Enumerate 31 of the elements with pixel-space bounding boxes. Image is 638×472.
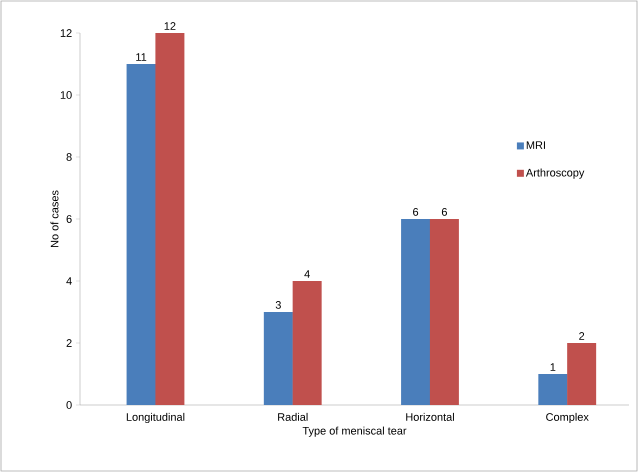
legend-label: Arthroscopy <box>526 168 584 179</box>
data-label: 6 <box>413 208 418 216</box>
bar <box>126 64 156 405</box>
x-tick-label: Complex <box>546 412 589 424</box>
data-label: 1 <box>550 363 556 371</box>
bar <box>155 32 184 405</box>
legend-label: MRI <box>526 141 545 149</box>
bar <box>292 281 322 405</box>
x-tick-label: Radial <box>278 412 308 421</box>
y-tick-label: 2 <box>66 339 72 347</box>
x-tick-label: Longitudinal <box>126 412 184 424</box>
data-label: 3 <box>276 301 281 309</box>
y-tick-label: 6 <box>66 215 72 223</box>
y-axis-title: No of cases <box>50 190 58 248</box>
y-tick-label: 10 <box>60 91 72 99</box>
data-label: 11 <box>136 53 146 61</box>
bar <box>538 374 568 405</box>
data-label: 4 <box>304 270 310 278</box>
y-tick-label: 12 <box>60 29 72 37</box>
y-tick-label: 4 <box>66 277 72 285</box>
x-tick-label: Horizontal <box>406 412 454 421</box>
y-tick-label: 0 <box>66 401 72 409</box>
x-axis-title: Type of meniscal tear <box>302 426 406 437</box>
data-label: 2 <box>579 332 584 340</box>
bar <box>430 218 459 405</box>
bar <box>401 218 430 405</box>
data-label: 6 <box>442 208 447 216</box>
y-tick-label: 8 <box>66 153 72 161</box>
bar <box>264 312 293 405</box>
data-label: 12 <box>164 22 176 30</box>
bar <box>567 343 596 405</box>
